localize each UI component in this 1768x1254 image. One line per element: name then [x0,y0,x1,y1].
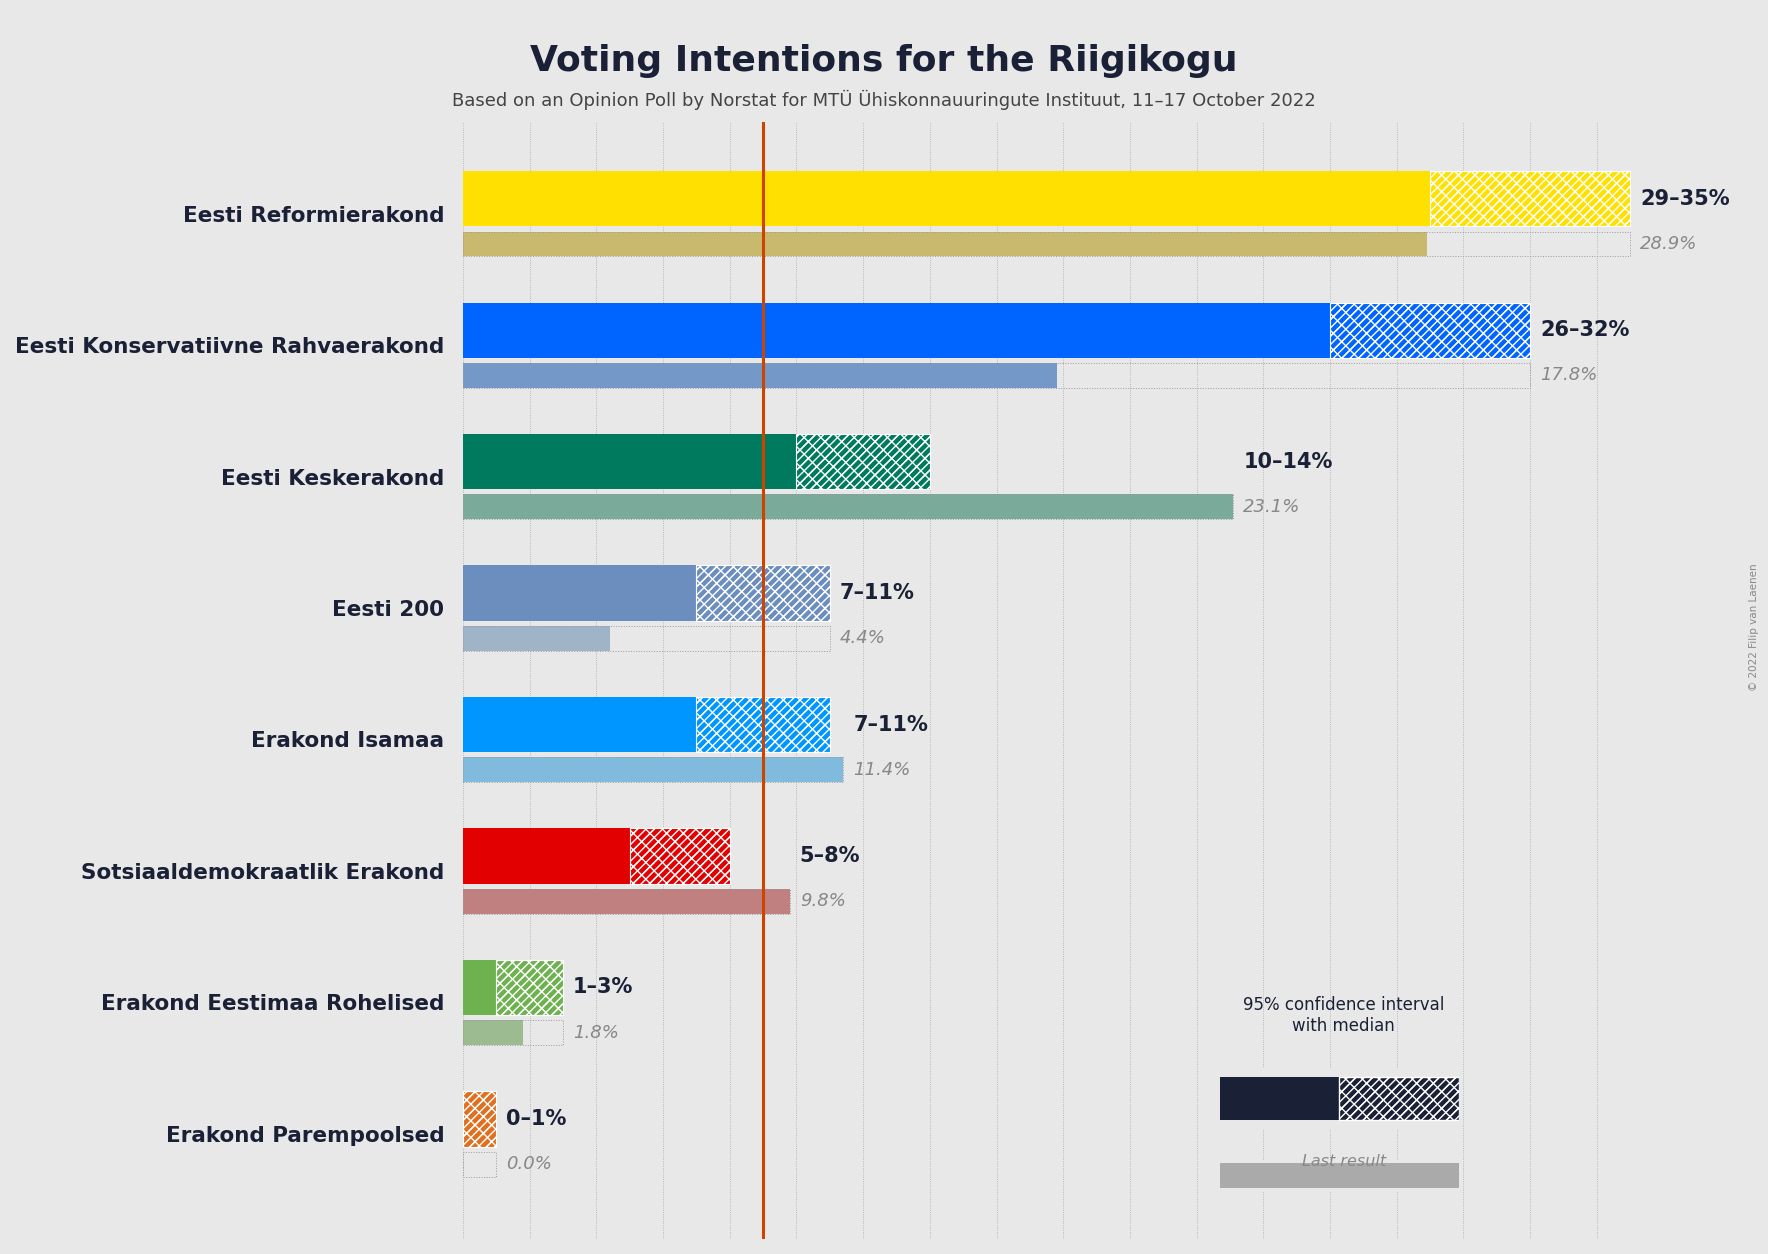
Bar [629,829,730,884]
Bar [497,959,562,1014]
Bar [697,566,829,621]
Text: 4.4%: 4.4% [840,630,886,647]
Bar [463,626,610,651]
Text: 1.8%: 1.8% [573,1023,619,1042]
Bar [463,1091,497,1146]
Bar [463,494,1234,519]
Bar [463,889,790,914]
Text: Based on an Opinion Poll by Norstat for MTÜ Ühiskonnauuringute Instituut, 11–17 : Based on an Opinion Poll by Norstat for … [453,90,1315,110]
Bar [497,959,562,1014]
Bar [697,566,829,621]
Bar [1220,1164,1459,1189]
Bar [463,1021,523,1045]
Bar [1330,302,1529,357]
Bar [1220,1077,1340,1120]
Bar [463,889,790,914]
Bar [463,829,629,884]
Bar [697,697,829,752]
Bar [1430,171,1630,226]
Text: 29–35%: 29–35% [1641,188,1729,208]
Bar [497,959,562,1014]
Bar [1340,1077,1459,1120]
Bar [697,566,829,621]
Bar [463,232,1630,256]
Text: 0.0%: 0.0% [506,1155,552,1174]
Bar [697,697,829,752]
Bar [463,697,697,752]
Text: 7–11%: 7–11% [854,715,928,735]
Text: © 2022 Filip van Laenen: © 2022 Filip van Laenen [1749,563,1759,691]
Text: 95% confidence interval
with median: 95% confidence interval with median [1243,996,1444,1035]
Text: Voting Intentions for the Riigikogu: Voting Intentions for the Riigikogu [530,44,1238,78]
Bar [463,959,497,1014]
Bar [463,757,843,782]
Bar [463,1091,497,1146]
Bar [463,362,1057,387]
Bar [796,434,930,489]
Bar [463,232,1427,256]
Bar [1430,171,1630,226]
Bar [463,494,1234,519]
Bar [1340,1077,1459,1120]
Bar [463,362,1529,387]
Text: 28.9%: 28.9% [1641,234,1697,253]
Bar [463,434,796,489]
Bar [463,1091,497,1146]
Bar [1330,302,1529,357]
Text: 5–8%: 5–8% [799,846,861,867]
Bar [463,757,843,782]
Bar [1340,1077,1459,1120]
Bar [697,697,829,752]
Text: 23.1%: 23.1% [1243,498,1301,515]
Bar [796,434,930,489]
Bar [463,171,1430,226]
Bar [1430,171,1630,226]
Bar [629,829,730,884]
Bar [796,434,930,489]
Bar [463,1151,497,1176]
Text: Last result: Last result [1301,1154,1386,1169]
Text: 10–14%: 10–14% [1243,451,1333,472]
Bar [463,1021,562,1045]
Text: 26–32%: 26–32% [1540,320,1630,340]
Bar [463,302,1330,357]
Text: 7–11%: 7–11% [840,583,914,603]
Text: 9.8%: 9.8% [799,893,845,910]
Text: 11.4%: 11.4% [854,761,911,779]
Text: 17.8%: 17.8% [1540,366,1598,385]
Bar [629,829,730,884]
Bar [463,626,829,651]
Bar [1330,302,1529,357]
Text: 0–1%: 0–1% [506,1109,568,1129]
Text: 1–3%: 1–3% [573,977,633,997]
Bar [463,566,697,621]
